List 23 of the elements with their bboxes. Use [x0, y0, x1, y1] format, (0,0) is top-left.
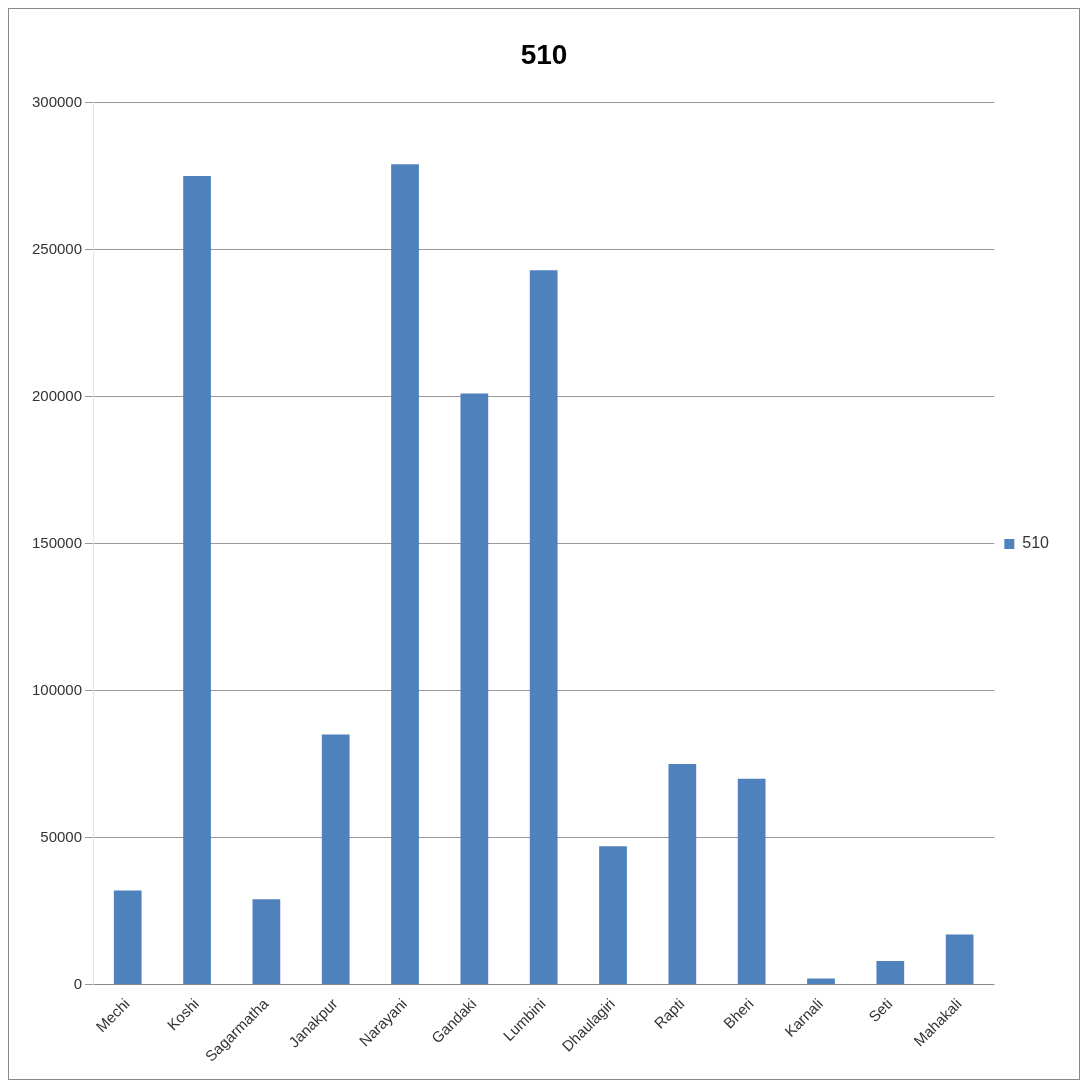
y-tick-label: 250000 — [31, 239, 83, 257]
y-tick-label: 300000 — [31, 92, 83, 110]
bar — [113, 890, 142, 984]
bar — [945, 934, 974, 984]
bar — [460, 393, 489, 984]
bar — [599, 846, 627, 984]
bar — [321, 734, 350, 984]
x-tick-label: Seti — [865, 994, 896, 1026]
bar — [668, 764, 697, 984]
y-tick-label: 150000 — [31, 533, 83, 551]
y-tick-label: 100000 — [31, 680, 83, 698]
bar — [252, 899, 281, 984]
bar — [529, 270, 558, 984]
chart-title: 510 — [520, 38, 568, 70]
bar — [391, 164, 419, 984]
bar — [876, 960, 905, 984]
y-tick-label: 50000 — [40, 827, 83, 845]
bar — [807, 978, 835, 984]
bar — [183, 176, 211, 984]
y-tick-label: 200000 — [31, 386, 83, 404]
y-tick-label: 0 — [73, 974, 83, 992]
legend-label: 510 — [1022, 534, 1050, 552]
bar — [737, 778, 766, 984]
